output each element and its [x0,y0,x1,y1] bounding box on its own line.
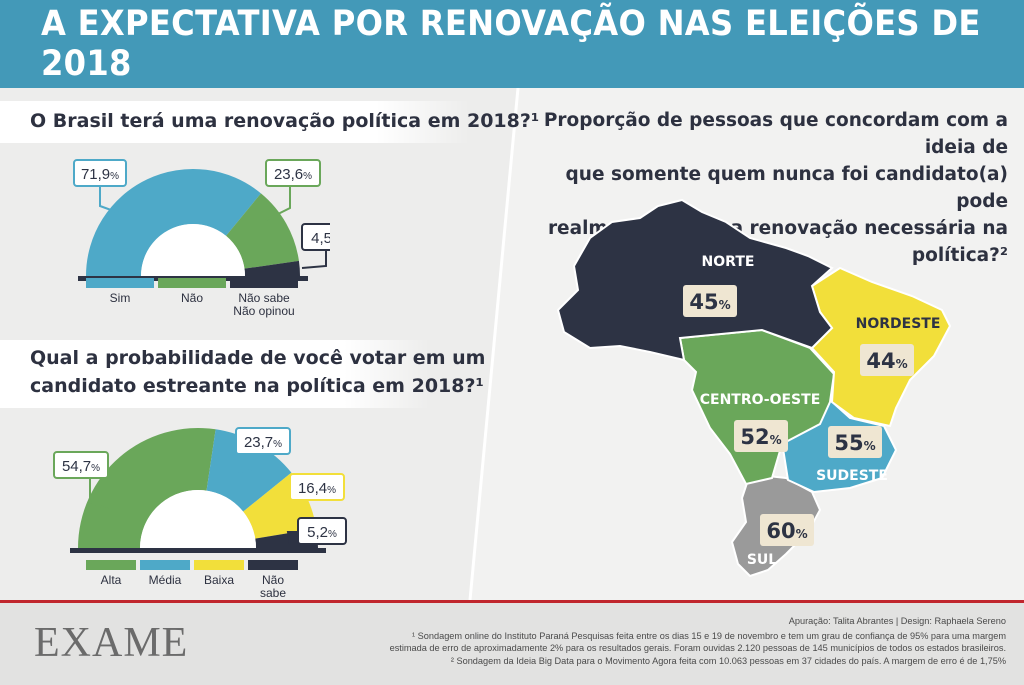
svg-text:4,5%: 4,5% [311,230,330,247]
region-norte-shape [556,198,834,362]
slice-2 [244,260,300,276]
region-value-box [683,285,737,317]
legend-label: Sim [109,291,131,305]
slice-0 [78,428,216,548]
svg-text:5,2%: 5,2% [307,524,337,541]
region-value-box [734,420,788,452]
region-value: 55% [834,431,875,455]
region-name: NORTE [702,254,755,270]
legend-label: Não sabe Não opinou [233,291,295,318]
region-value: 44% [866,349,907,373]
region-sul-label: SUL 60% [747,514,814,568]
region-norte-label: NORTE 45% [683,254,754,317]
legend-item-3: Não sabe [248,560,298,600]
exame-logo: EXAME [34,620,189,666]
region-name: SUDESTE [816,468,888,484]
credits: Apuração: Talita Abrantes | Design: Raph… [366,615,1006,667]
footnote-1a: ¹ Sondagem online do Instituto Paraná Pe… [412,630,1006,641]
legend-label: Alta [100,573,122,587]
baseline [70,548,326,553]
donut-hole [141,224,245,276]
value-label-3: 5,2% [286,517,347,545]
question-2-title: Qual a probabilidade de você votar em um… [30,344,485,400]
question-2-line-1: Qual a probabilidade de você votar em um [30,347,486,369]
header: A EXPECTATIVA POR RENOVAÇÃO NAS ELEIÇÕES… [0,0,1024,88]
legend-swatch [86,278,154,288]
footnote-1b: estimada de erro de aproximadamente 2% p… [389,643,1006,653]
legend-item-1: Média [140,560,190,587]
legend-item-0: Alta [86,560,136,587]
legend-label: Baixa [203,573,235,587]
region-value: 45% [689,290,730,314]
region-value: 60% [766,519,807,543]
svg-text:16,4%: 16,4% [298,480,336,497]
map-title-line-2: que somente quem nunca foi candidato(a) … [565,164,1008,212]
legend-item-0: Sim [86,278,154,305]
value-label-2: 16,4% [269,473,345,505]
region-name: SUL [747,552,777,568]
value-label-1: 23,6% [265,159,321,221]
legend-swatch [158,278,226,288]
legend-item-2: Baixa [194,560,244,587]
region-name: NORDESTE [856,316,941,332]
donut-hole [140,490,256,548]
question-2-line-2: candidato estreante na política em 2018?… [30,375,484,397]
chart-2: 54,7% 23,7% 16,4% 5,2% [53,427,347,553]
region-value: 52% [740,425,781,449]
legend-swatch [140,560,190,570]
slice-0 [86,169,261,276]
region-value-box [828,426,882,458]
region-nordeste-label: NORDESTE 44% [856,316,941,376]
value-label-0: 54,7% [53,451,111,511]
legend-label: Não [180,291,203,305]
footnote-2: ² Sondagem da Ideia Big Data para o Movi… [450,655,1006,666]
footer: EXAME Apuração: Talita Abrantes | Design… [0,600,1024,685]
slice-1 [226,193,299,269]
legend-swatch [194,560,244,570]
svg-text:23,6%: 23,6% [274,166,312,183]
legend-swatch [248,560,298,570]
svg-text:71,9%: 71,9% [81,166,119,183]
map-title-line-1: Proporção de pessoas que concordam com a… [543,110,1008,158]
value-label-0: 71,9% [73,159,127,215]
svg-text:54,7%: 54,7% [62,458,100,475]
question-1-title: O Brasil terá uma renovação política em … [30,110,540,132]
region-name: CENTRO-OESTE [700,392,821,408]
value-label-1: 23,7% [235,427,291,473]
region-sudeste-label: SUDESTE 55% [816,426,888,484]
legend-item-2: Não sabe Não opinou [230,278,298,318]
svg-text:23,7%: 23,7% [244,434,282,451]
legend-label: Média [148,573,182,587]
question-1-bar [0,101,470,143]
legend-swatch [230,278,298,288]
question-2-bar [0,340,430,408]
value-label-2: 4,5% [301,223,330,269]
legend-item-1: Não [158,278,226,305]
region-value-box [860,344,914,376]
legend-label: Não sabe [259,573,287,600]
region-value-box [760,514,814,546]
page-title: A EXPECTATIVA POR RENOVAÇÃO NAS ELEIÇÕES… [40,4,981,84]
region-centro-oeste-shape [678,328,836,486]
credits-line: Apuração: Talita Abrantes | Design: Raph… [788,616,1006,626]
brazil-map: NORTE 45% NORDESTE 44% CENTRO-OESTE 52% SUDEST… [556,198,952,578]
region-centro-oeste-label: CENTRO-OESTE 52% [700,392,821,452]
legend-swatch [86,560,136,570]
